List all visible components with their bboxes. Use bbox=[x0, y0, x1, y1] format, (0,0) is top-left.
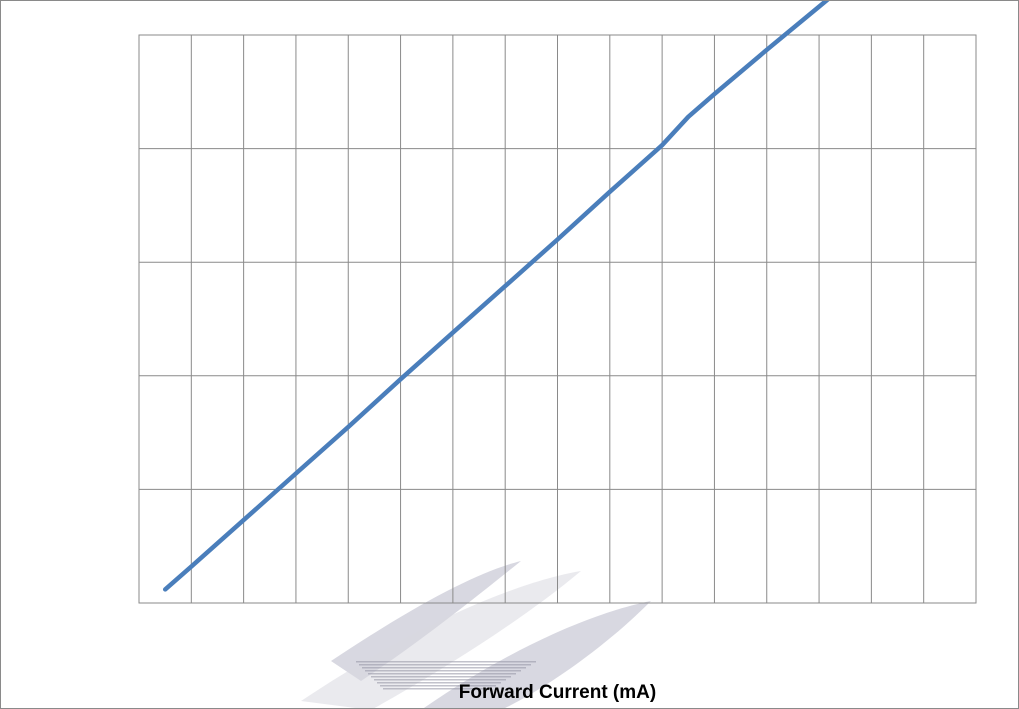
series-line bbox=[162, 1, 830, 592]
x-axis-label: Forward Current (mA) bbox=[459, 682, 656, 703]
watermark-swoosh bbox=[423, 601, 651, 708]
watermark-bar bbox=[365, 670, 521, 672]
watermark-swoosh bbox=[331, 561, 521, 681]
watermark-bar bbox=[371, 676, 511, 678]
watermark-bar bbox=[356, 661, 536, 663]
watermark-logo bbox=[301, 561, 651, 708]
gridlines bbox=[139, 35, 976, 603]
watermark-bar bbox=[380, 685, 496, 687]
watermark-bar bbox=[377, 682, 501, 684]
watermark-bars bbox=[356, 661, 536, 690]
watermark-bar bbox=[362, 667, 526, 669]
watermark-bar bbox=[368, 673, 516, 675]
watermark-bar bbox=[359, 664, 531, 666]
watermark-bar bbox=[374, 679, 506, 681]
watermark-bar bbox=[383, 688, 491, 690]
series-group bbox=[162, 1, 830, 592]
